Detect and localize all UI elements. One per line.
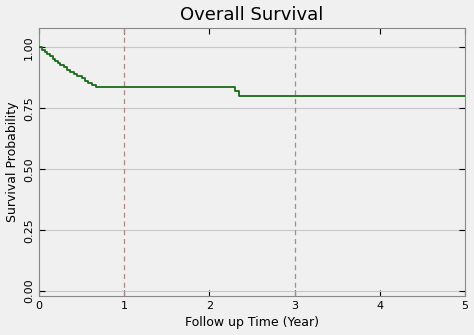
X-axis label: Follow up Time (Year): Follow up Time (Year)	[185, 317, 319, 329]
Title: Overall Survival: Overall Survival	[180, 6, 324, 23]
Y-axis label: Survival Probability: Survival Probability	[6, 102, 18, 222]
